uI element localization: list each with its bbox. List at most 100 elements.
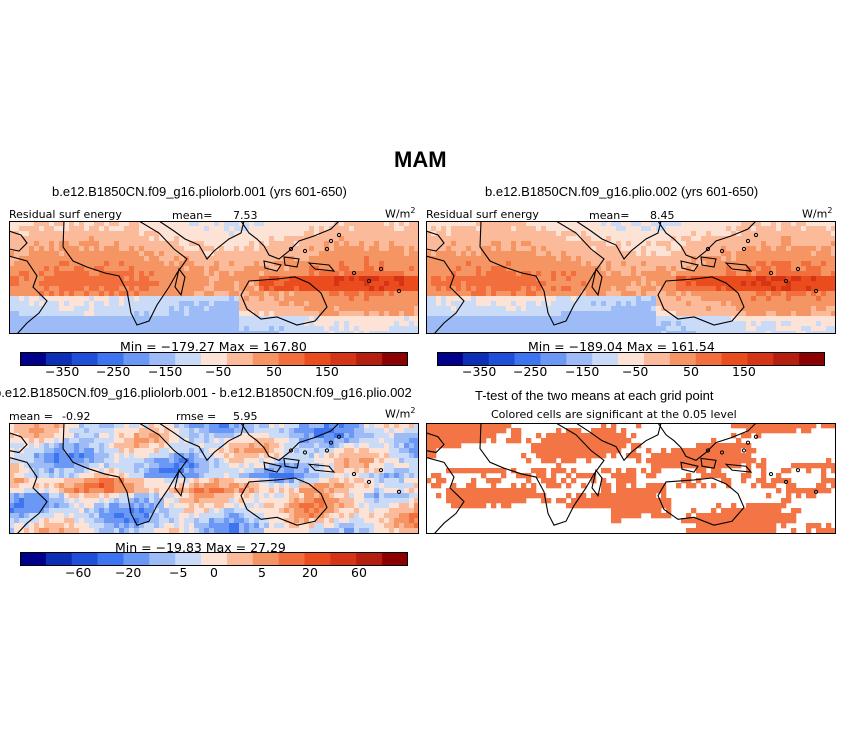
grid-cell (466, 226, 471, 231)
grid-cell (716, 296, 721, 301)
grid-cell (399, 316, 404, 321)
grid-cell (706, 311, 711, 316)
grid-cell (581, 256, 586, 261)
grid-cell (219, 438, 224, 443)
grid-cell (249, 256, 254, 261)
grid-cell (184, 316, 189, 321)
grid-cell (541, 306, 546, 311)
grid-cell (676, 246, 681, 251)
grid-cell (501, 326, 506, 331)
grid-cell (319, 483, 324, 488)
grid-cell (119, 226, 124, 231)
grid-cell (249, 443, 254, 448)
grid-cell (511, 271, 516, 276)
grid-cell (229, 488, 234, 493)
grid-cell (476, 276, 481, 281)
grid-cell (451, 266, 456, 271)
panel-2-title: b.e12.B1850CN.f09_g16.plio.002 (yrs 601-… (485, 184, 758, 199)
grid-cell (591, 301, 596, 306)
grid-cell (79, 296, 84, 301)
grid-cell (209, 306, 214, 311)
grid-cell (359, 326, 364, 331)
grid-cell (254, 453, 259, 458)
grid-cell (249, 463, 254, 468)
grid-cell (431, 241, 436, 246)
grid-cell (164, 433, 169, 438)
grid-cell (706, 226, 711, 231)
grid-cell (536, 226, 541, 231)
grid-cell (79, 473, 84, 478)
grid-cell (481, 261, 486, 266)
grid-cell (289, 483, 294, 488)
grid-cell (274, 226, 279, 231)
grid-cell (209, 458, 214, 463)
grid-cell (586, 321, 591, 326)
grid-cell (284, 301, 289, 306)
grid-cell (34, 306, 39, 311)
grid-cell (29, 453, 34, 458)
grid-cell (364, 311, 369, 316)
grid-cell (471, 306, 476, 311)
grid-cell (59, 311, 64, 316)
grid-cell (119, 251, 124, 256)
grid-cell (359, 296, 364, 301)
grid-cell (254, 458, 259, 463)
grid-cell (354, 236, 359, 241)
grid-cell (404, 483, 409, 488)
grid-cell (284, 311, 289, 316)
grid-cell (369, 428, 374, 433)
grid-cell (119, 306, 124, 311)
grid-cell (756, 311, 761, 316)
grid-cell (486, 306, 491, 311)
grid-cell (796, 261, 801, 266)
grid-cell (149, 458, 154, 463)
grid-cell (89, 246, 94, 251)
grid-cell (354, 438, 359, 443)
grid-cell (359, 428, 364, 433)
grid-cell (304, 301, 309, 306)
grid-cell (199, 473, 204, 478)
grid-cell (586, 266, 591, 271)
grid-cell (359, 473, 364, 478)
grid-cell (104, 306, 109, 311)
grid-cell (606, 291, 611, 296)
grid-cell (309, 478, 314, 483)
grid-cell (526, 311, 531, 316)
grid-cell (394, 311, 399, 316)
grid-cell (399, 301, 404, 306)
grid-cell (349, 266, 354, 271)
grid-cell (109, 236, 114, 241)
grid-cell (496, 256, 501, 261)
grid-cell (219, 281, 224, 286)
grid-cell (476, 271, 481, 276)
grid-cell (44, 306, 49, 311)
grid-cell (34, 296, 39, 301)
grid-cell (551, 286, 556, 291)
grid-cell (149, 433, 154, 438)
grid-cell (99, 231, 104, 236)
grid-cell (59, 321, 64, 326)
grid-cell (159, 271, 164, 276)
grid-cell (69, 448, 74, 453)
grid-cell (239, 241, 244, 246)
grid-cell (576, 236, 581, 241)
grid-cell (441, 316, 446, 321)
grid-cell (189, 478, 194, 483)
grid-cell (359, 226, 364, 231)
grid-cell (556, 296, 561, 301)
grid-cell (164, 261, 169, 266)
grid-cell (339, 478, 344, 483)
grid-cell (69, 291, 74, 296)
panel-3-units: W/m2 (385, 406, 415, 421)
grid-cell (219, 251, 224, 256)
grid-cell (686, 326, 691, 331)
grid-cell (29, 326, 34, 331)
grid-cell (299, 241, 304, 246)
grid-cell (299, 231, 304, 236)
grid-cell (189, 251, 194, 256)
grid-cell (149, 296, 154, 301)
grid-cell (379, 438, 384, 443)
grid-cell (631, 326, 636, 331)
grid-cell (44, 321, 49, 326)
grid-cell (79, 301, 84, 306)
